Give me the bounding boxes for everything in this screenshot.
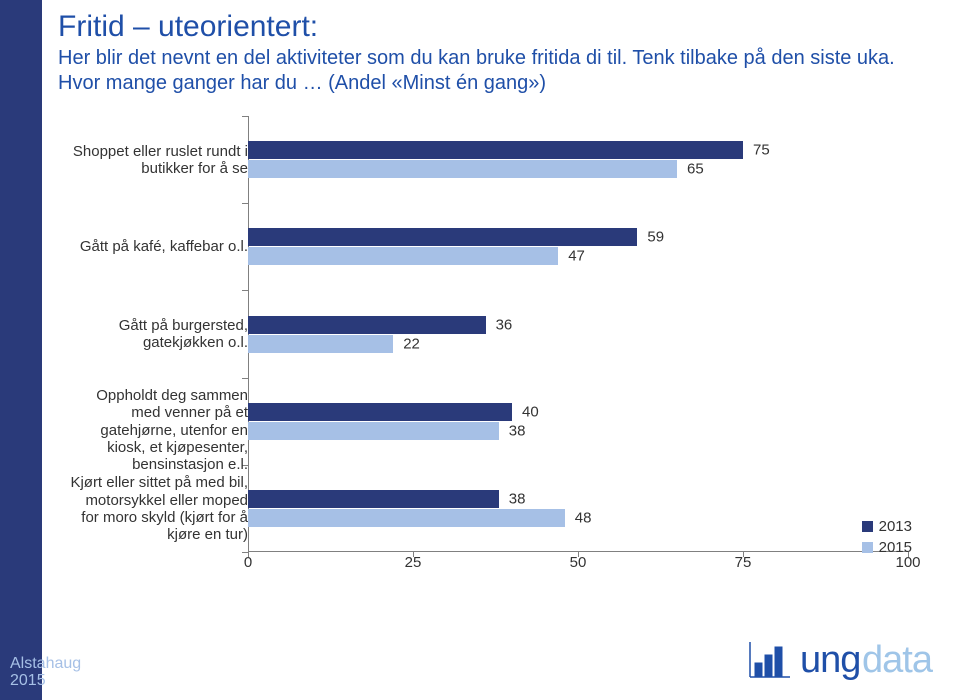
plot-area: 025507510075655947362240383848 [248, 116, 908, 576]
x-tick-label: 25 [405, 554, 422, 571]
svg-text:ung: ung [800, 639, 860, 681]
y-group-tick [242, 116, 248, 117]
bar [248, 422, 499, 440]
page-content: Fritid – uteorientert: Her blir det nevn… [42, 0, 960, 700]
bar [248, 335, 393, 353]
bar-value-label: 75 [753, 142, 770, 159]
logo: ung data [740, 637, 940, 688]
bar-value-label: 36 [496, 316, 513, 333]
legend-swatch [862, 521, 873, 532]
footer-year: 2015 [10, 672, 81, 690]
bar [248, 247, 558, 265]
y-group-tick [242, 290, 248, 291]
x-tick-label: 0 [244, 554, 252, 571]
y-group-tick [242, 203, 248, 204]
svg-text:data: data [862, 639, 934, 681]
sidebar-decoration [0, 0, 42, 700]
y-group-tick [242, 378, 248, 379]
x-tick-label: 75 [735, 554, 752, 571]
footer-org: Alstahaug [10, 655, 81, 673]
bar-value-label: 48 [575, 509, 592, 526]
category-label: Gått på kafé, kaffebar o.l. [68, 238, 248, 255]
category-label: Shoppet eller ruslet rundt i butikker fo… [68, 143, 248, 178]
x-tick-label: 50 [570, 554, 587, 571]
category-label: Gått på burgersted, gatekjøkken o.l. [68, 317, 248, 352]
bar [248, 160, 677, 178]
bar-value-label: 38 [509, 422, 526, 439]
bar [248, 141, 743, 159]
category-label: Kjørt eller sittet på med bil, motorsykk… [68, 474, 248, 543]
legend-label: 2013 [879, 518, 912, 535]
y-group-tick [242, 552, 248, 553]
legend-swatch [862, 542, 873, 553]
bar-chart: 025507510075655947362240383848 20132015 … [58, 110, 928, 610]
bar-value-label: 59 [647, 229, 664, 246]
bar-value-label: 22 [403, 335, 420, 352]
bar [248, 490, 499, 508]
legend-item: 2015 [862, 539, 912, 556]
bar-value-label: 47 [568, 248, 585, 265]
bar [248, 316, 486, 334]
bar [248, 403, 512, 421]
category-label: Oppholdt deg sammen med venner på et gat… [68, 387, 248, 473]
bar-value-label: 38 [509, 490, 526, 507]
page-subtitle: Her blir det nevnt en del aktiviteter so… [58, 46, 940, 96]
legend-item: 2013 [862, 518, 912, 535]
footer-label: Alstahaug 2015 [10, 655, 81, 690]
bar-value-label: 40 [522, 403, 539, 420]
legend-label: 2015 [879, 539, 912, 556]
page-title: Fritid – uteorientert: [58, 10, 940, 44]
chart-legend: 2013 2015 [862, 518, 912, 560]
bar [248, 228, 637, 246]
bar [248, 509, 565, 527]
bar-value-label: 65 [687, 161, 704, 178]
